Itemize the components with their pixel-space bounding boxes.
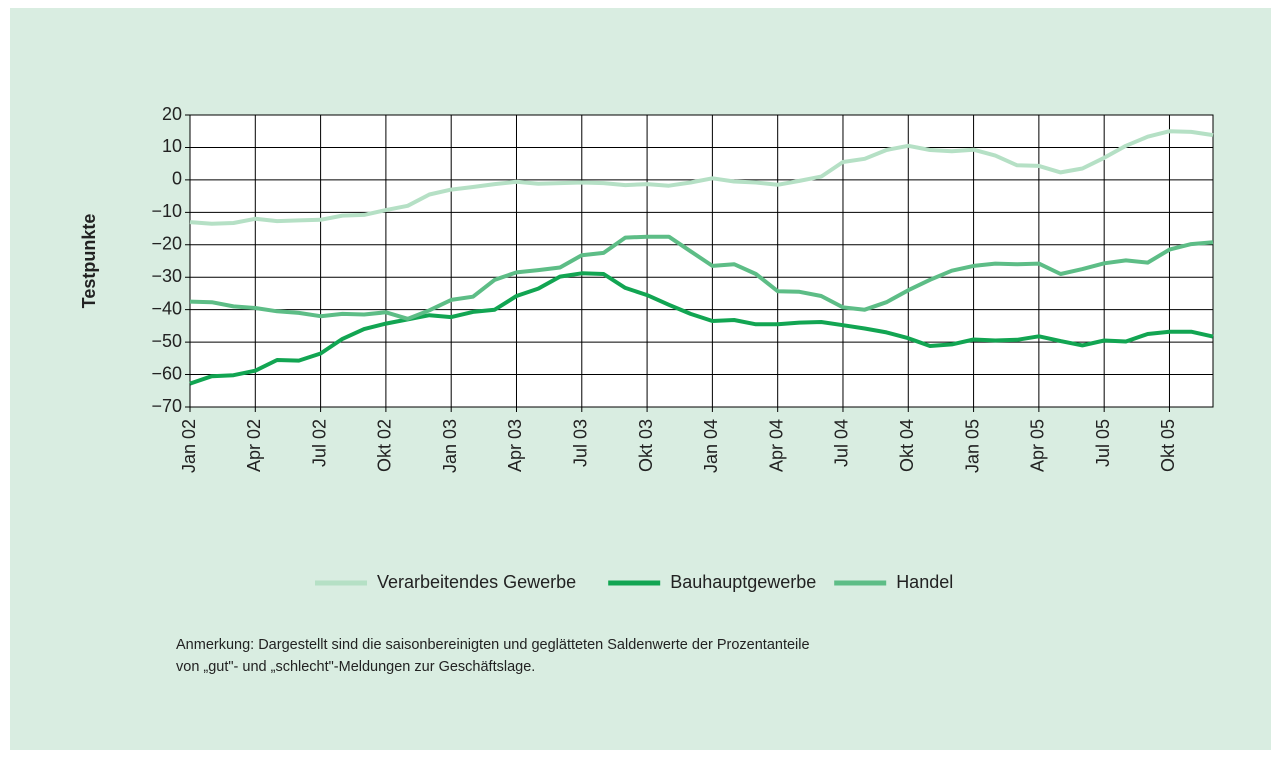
y-tick-label: −70 bbox=[151, 396, 182, 416]
x-tick-label: Okt 03 bbox=[636, 419, 656, 472]
x-tick-label: Jul 04 bbox=[832, 419, 852, 467]
x-tick-label: Okt 02 bbox=[375, 419, 395, 472]
x-tick-label: Jul 03 bbox=[571, 419, 591, 467]
x-tick-label: Jul 05 bbox=[1093, 419, 1113, 467]
x-tick-label: Jan 05 bbox=[962, 419, 982, 473]
x-tick-label: Jan 04 bbox=[701, 419, 721, 473]
y-tick-label: −40 bbox=[151, 298, 182, 318]
note: Anmerkung: Dargestellt sind die saisonbe… bbox=[176, 637, 810, 653]
note: von „gut"- und „schlecht"-Meldungen zur … bbox=[176, 659, 535, 675]
legend-label: Bauhauptgewerbe bbox=[670, 572, 816, 592]
x-tick-label: Okt 04 bbox=[897, 419, 917, 472]
y-tick-label: −20 bbox=[151, 234, 182, 254]
x-tick-label: Jul 02 bbox=[309, 419, 329, 467]
y-tick-label: 0 bbox=[172, 169, 182, 189]
legend-label: Handel bbox=[896, 572, 953, 592]
y-tick-label: −30 bbox=[151, 266, 182, 286]
y-tick-label: −60 bbox=[151, 363, 182, 383]
legend-label: Verarbeitendes Gewerbe bbox=[377, 572, 576, 592]
x-tick-label: Jan 02 bbox=[179, 419, 199, 473]
x-tick-label: Apr 04 bbox=[766, 419, 786, 472]
y-axis-label: Testpunkte bbox=[79, 214, 99, 309]
x-tick-label: Apr 05 bbox=[1028, 419, 1048, 472]
line bbox=[189, 129, 1214, 226]
x-tick-label: Okt 05 bbox=[1158, 419, 1178, 472]
line bbox=[189, 271, 1214, 386]
y-tick-label: 20 bbox=[162, 104, 182, 124]
x-tick-label: Apr 02 bbox=[244, 419, 264, 472]
y-tick-label: 10 bbox=[162, 136, 182, 156]
y-tick-label: −10 bbox=[151, 201, 182, 221]
x-tick-label: Jan 03 bbox=[440, 419, 460, 473]
line bbox=[189, 234, 1214, 321]
x-tick-label: Apr 03 bbox=[505, 419, 525, 472]
y-tick-label: −50 bbox=[151, 331, 182, 351]
